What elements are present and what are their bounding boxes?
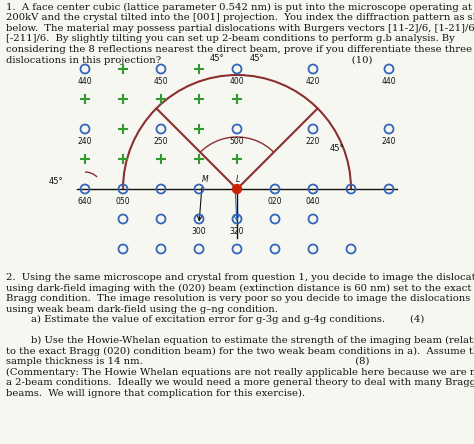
Text: using dark-field imaging with the (020) beam (extinction distance is 60 nm) set : using dark-field imaging with the (020) … bbox=[6, 284, 471, 293]
Text: 2.  Using the same microscope and crystal from question 1, you decide to image t: 2. Using the same microscope and crystal… bbox=[6, 273, 474, 282]
Text: 500: 500 bbox=[230, 136, 244, 146]
Text: (Commentary: The Howie Whelan equations are not really applicable here because w: (Commentary: The Howie Whelan equations … bbox=[6, 368, 474, 377]
Text: 450: 450 bbox=[154, 76, 168, 86]
Text: considering the 8 reflections nearest the direct beam, prove if you differentiat: considering the 8 reflections nearest th… bbox=[6, 45, 472, 54]
Text: sample thickness is 14 nm.                                                      : sample thickness is 14 nm. bbox=[6, 357, 370, 366]
Text: [-211]/6.  By slightly tilting you can set up 2-beam conditions to perform g.b a: [-211]/6. By slightly tilting you can se… bbox=[6, 35, 455, 44]
Text: b) Use the Howie-Whelan equation to estimate the strength of the imaging beam (r: b) Use the Howie-Whelan equation to esti… bbox=[6, 336, 474, 345]
Text: 320: 320 bbox=[230, 226, 244, 235]
Text: 240: 240 bbox=[382, 136, 396, 146]
Text: 220: 220 bbox=[306, 136, 320, 146]
Text: 440: 440 bbox=[78, 76, 92, 86]
Text: 300: 300 bbox=[191, 226, 206, 235]
Text: using weak beam dark-field using the g–ng condition.: using weak beam dark-field using the g–n… bbox=[6, 305, 278, 313]
Text: 400: 400 bbox=[230, 76, 244, 86]
Text: beams.  We will ignore that complication for this exercise).: beams. We will ignore that complication … bbox=[6, 388, 305, 398]
Text: Bragg condition.  The image resolution is very poor so you decide to image the d: Bragg condition. The image resolution is… bbox=[6, 294, 470, 303]
Text: M: M bbox=[202, 175, 209, 184]
Text: 250: 250 bbox=[154, 136, 168, 146]
Text: 640: 640 bbox=[78, 197, 92, 206]
Text: below.  The material may possess partial dislocations with Burgers vectors [11-2: below. The material may possess partial … bbox=[6, 24, 474, 33]
Text: 440: 440 bbox=[382, 76, 396, 86]
Text: 420: 420 bbox=[306, 76, 320, 86]
Text: 020: 020 bbox=[268, 197, 282, 206]
Text: 050: 050 bbox=[116, 197, 130, 206]
Text: 45°: 45° bbox=[48, 177, 63, 186]
Text: a 2-beam conditions.  Ideally we would need a more general theory to deal with m: a 2-beam conditions. Ideally we would ne… bbox=[6, 378, 474, 387]
Text: 1.  A face center cubic (lattice parameter 0.542 nm) is put into the microscope : 1. A face center cubic (lattice paramete… bbox=[6, 3, 472, 12]
Text: 45°: 45° bbox=[250, 54, 264, 63]
Text: 040: 040 bbox=[306, 197, 320, 206]
Circle shape bbox=[233, 185, 241, 194]
Text: to the exact Bragg (020) condition beam) for the two weak beam conditions in a).: to the exact Bragg (020) condition beam)… bbox=[6, 346, 474, 356]
Text: 45°: 45° bbox=[210, 54, 224, 63]
Text: dislocations in this projection?                                                : dislocations in this projection? bbox=[6, 56, 373, 65]
Text: 45°: 45° bbox=[329, 144, 344, 153]
Text: a) Estimate the value of excitation error for g-3g and g-4g conditions.        (: a) Estimate the value of excitation erro… bbox=[6, 315, 424, 324]
Text: 240: 240 bbox=[78, 136, 92, 146]
Text: L: L bbox=[236, 175, 240, 184]
Text: 200kV and the crystal tilted into the [001] projection.  You index the diffracti: 200kV and the crystal tilted into the [0… bbox=[6, 13, 474, 23]
